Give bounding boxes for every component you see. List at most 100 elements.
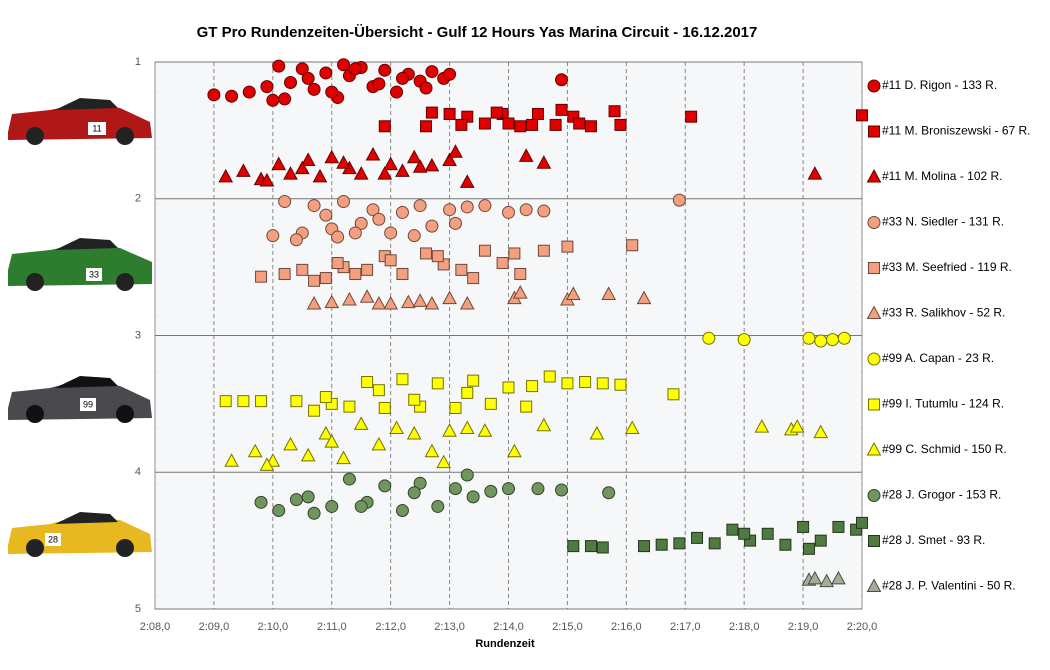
legend-marker <box>866 305 882 319</box>
point <box>807 166 823 180</box>
point <box>384 254 397 267</box>
point <box>508 247 521 260</box>
point <box>448 144 463 158</box>
point <box>626 239 639 252</box>
point <box>406 149 422 164</box>
point <box>325 499 339 513</box>
point <box>412 159 428 173</box>
point <box>353 166 369 180</box>
legend-marker <box>868 398 880 411</box>
legend-marker <box>867 489 881 502</box>
point <box>738 527 751 540</box>
point <box>325 85 339 99</box>
point <box>413 199 427 213</box>
point <box>514 267 527 280</box>
point <box>537 244 550 257</box>
point <box>337 58 351 72</box>
point <box>802 331 816 345</box>
point <box>413 476 427 490</box>
point <box>455 118 468 131</box>
x-tick-label: 2:10,0 <box>258 621 289 633</box>
x-tick-label: 2:13,0 <box>434 621 465 633</box>
point <box>614 378 627 391</box>
point <box>390 85 404 99</box>
point <box>460 468 474 482</box>
point <box>336 155 351 169</box>
point <box>425 219 439 233</box>
point <box>259 172 275 187</box>
point <box>225 89 239 103</box>
point <box>549 118 562 131</box>
point <box>467 272 480 285</box>
point <box>331 257 344 270</box>
point <box>761 527 774 540</box>
point <box>254 495 268 509</box>
point <box>353 416 369 430</box>
point <box>431 250 444 263</box>
point <box>685 110 698 123</box>
point <box>832 520 845 533</box>
point <box>584 120 597 133</box>
point <box>442 423 457 437</box>
point <box>372 384 385 397</box>
point <box>354 216 368 230</box>
legend-marker <box>866 578 882 592</box>
point <box>673 537 686 550</box>
point <box>518 148 534 162</box>
y-tick-label: 4 <box>135 466 141 478</box>
point <box>573 117 586 130</box>
point <box>278 92 292 106</box>
point <box>726 523 739 536</box>
point <box>449 401 462 414</box>
point <box>459 295 475 310</box>
point <box>691 531 704 544</box>
y-tick-label: 5 <box>135 603 141 615</box>
point <box>424 443 440 458</box>
point <box>308 404 321 417</box>
point <box>307 199 321 213</box>
point <box>319 272 332 285</box>
point <box>384 226 398 240</box>
point <box>490 106 503 119</box>
point <box>296 263 309 276</box>
point <box>555 483 569 497</box>
legend-label: #99 I. Tutumlu - 124 R. <box>882 397 1004 411</box>
x-tick-label: 2:19,0 <box>788 621 819 633</box>
point <box>514 120 527 133</box>
point <box>218 168 234 183</box>
point <box>526 118 539 131</box>
point <box>395 71 409 85</box>
point <box>702 331 716 345</box>
legend-label: #28 J. P. Valentini - 50 R. <box>882 579 1016 593</box>
legend-marker <box>868 262 880 274</box>
point <box>272 504 286 518</box>
point <box>272 59 286 73</box>
point <box>461 386 474 399</box>
svg-text:99: 99 <box>83 399 93 409</box>
point <box>383 156 399 171</box>
point <box>324 434 340 448</box>
point <box>271 156 287 171</box>
point <box>531 482 545 496</box>
point <box>737 333 751 347</box>
legend-label: #33 M. Seefried - 119 R. <box>882 260 1012 274</box>
legend-label: #11 M. Molina - 102 R. <box>882 169 1003 183</box>
point <box>596 377 609 390</box>
point <box>567 540 580 553</box>
point <box>555 103 568 116</box>
x-tick-label: 2:08,0 <box>140 621 171 633</box>
legend-label: #99 C. Schmid - 150 R. <box>882 442 1007 456</box>
point <box>378 479 392 493</box>
point <box>237 395 250 408</box>
point <box>412 293 428 307</box>
x-tick-label: 2:11,0 <box>317 621 347 633</box>
point <box>520 400 533 413</box>
point <box>389 420 404 434</box>
legend-marker <box>866 441 882 456</box>
point <box>420 247 433 260</box>
point <box>407 486 421 500</box>
point <box>307 82 321 96</box>
point <box>378 120 391 133</box>
point <box>478 117 491 130</box>
point <box>579 375 592 388</box>
